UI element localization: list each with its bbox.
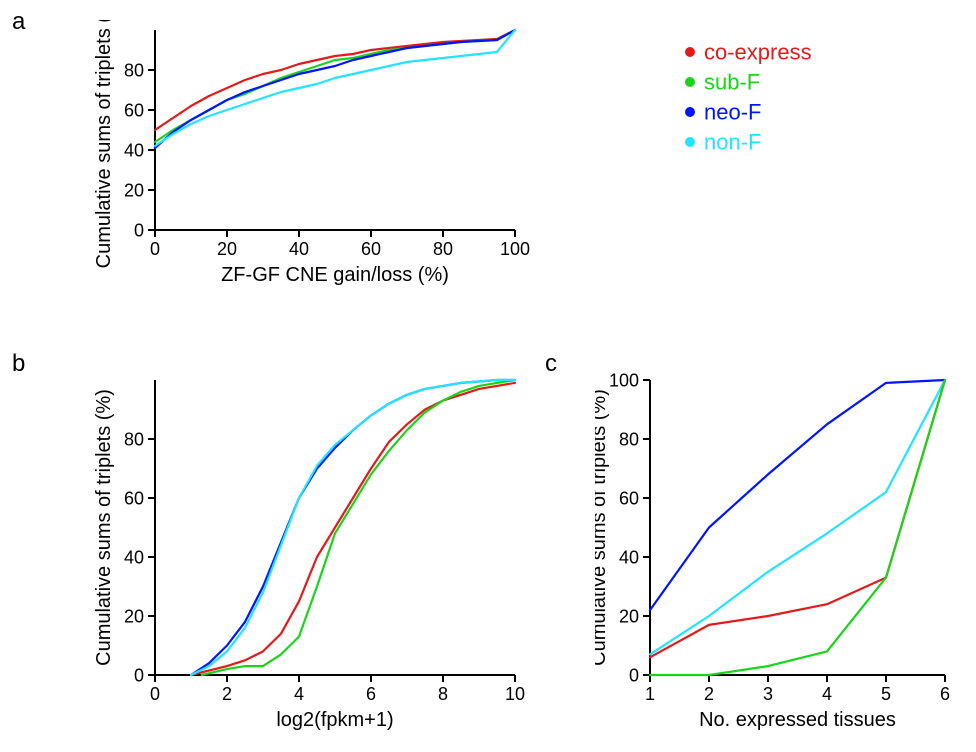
xtick-label: 2 [704,684,714,704]
xtick-label: 20 [217,239,237,259]
legend-marker [685,77,695,87]
series-non_F [155,30,515,146]
xtick-label: 5 [881,684,891,704]
ytick-label: 60 [619,488,639,508]
xtick-label: 6 [366,684,376,704]
xtick-label: 0 [150,239,160,259]
x-axis-label: log2(fpkm+1) [276,709,393,731]
xtick-label: 100 [500,239,530,259]
ytick-label: 0 [134,665,144,685]
panel-label-b: b [12,350,25,378]
panel-a: 0 20 40 60 80 100 0 20 40 60 80 ZF-GF CNE gain/loss… [95,20,655,320]
legend-label: neo-F [704,100,761,125]
x-axis-label: No. expressed tissues [699,709,896,731]
ytick-label: 80 [124,60,144,80]
xtick-label: 80 [433,239,453,259]
ytick-label: 40 [124,140,144,160]
legend-label: non-F [704,130,761,155]
series-sub_F [650,380,945,675]
ytick-label: 0 [629,665,639,685]
y-axis-label: Cumulative sums of triplets (%) [595,389,610,666]
legend-marker [685,107,695,117]
series-non_F [650,380,945,654]
ytick-label: 20 [124,606,144,626]
series-neo_F [650,380,945,610]
xtick-label: 0 [150,684,160,704]
panel-c: 123456020406080100No. expressed tissuesC… [595,365,965,740]
legend-marker [685,47,695,57]
series-co_express [650,380,945,657]
series-sub_F [155,30,515,142]
series-co_express [191,383,515,675]
xtick-label: 1 [645,684,655,704]
y-axis-label: Cumulative sums of triplets (%) [95,389,115,666]
xtick-label: 8 [438,684,448,704]
ytick-label: 40 [619,547,639,567]
series-sub_F [202,380,515,675]
legend: co-express sub-F neo-F non-F [680,40,940,170]
legend-label: sub-F [704,70,760,95]
xtick-label: 40 [289,239,309,259]
y-axis-label: Cumulative sums of triplets (%) [95,20,115,268]
ytick-label: 20 [124,180,144,200]
xtick-label: 60 [361,239,381,259]
ytick-label: 80 [619,429,639,449]
panel-b: 0 2 4 6 8 10 0 20 40 60 80 log2(fpkm+1) Cumulative s… [95,365,535,740]
ytick-label: 60 [124,100,144,120]
panel-label-a: a [12,8,25,36]
xtick-label: 2 [222,684,232,704]
panel-label-c: c [545,350,557,378]
ytick-label: 0 [134,220,144,240]
series-neo_F [155,30,515,148]
ytick-label: 20 [619,606,639,626]
legend-label: co-express [704,40,812,65]
xtick-label: 4 [822,684,832,704]
ytick-label: 80 [124,429,144,449]
legend-marker [685,137,695,147]
xtick-label: 6 [940,684,950,704]
figure: a b c 020406080100020406080ZF-GF CNE gai… [0,0,976,752]
ytick-label: 100 [609,370,639,390]
series-neo_F [191,380,515,675]
xtick-label: 10 [505,684,525,704]
xtick-label: 4 [294,684,304,704]
xtick-label: 3 [763,684,773,704]
ytick-label: 40 [124,547,144,567]
x-axis-label: ZF-GF CNE gain/loss (%) [221,264,449,286]
ytick-label: 60 [124,488,144,508]
